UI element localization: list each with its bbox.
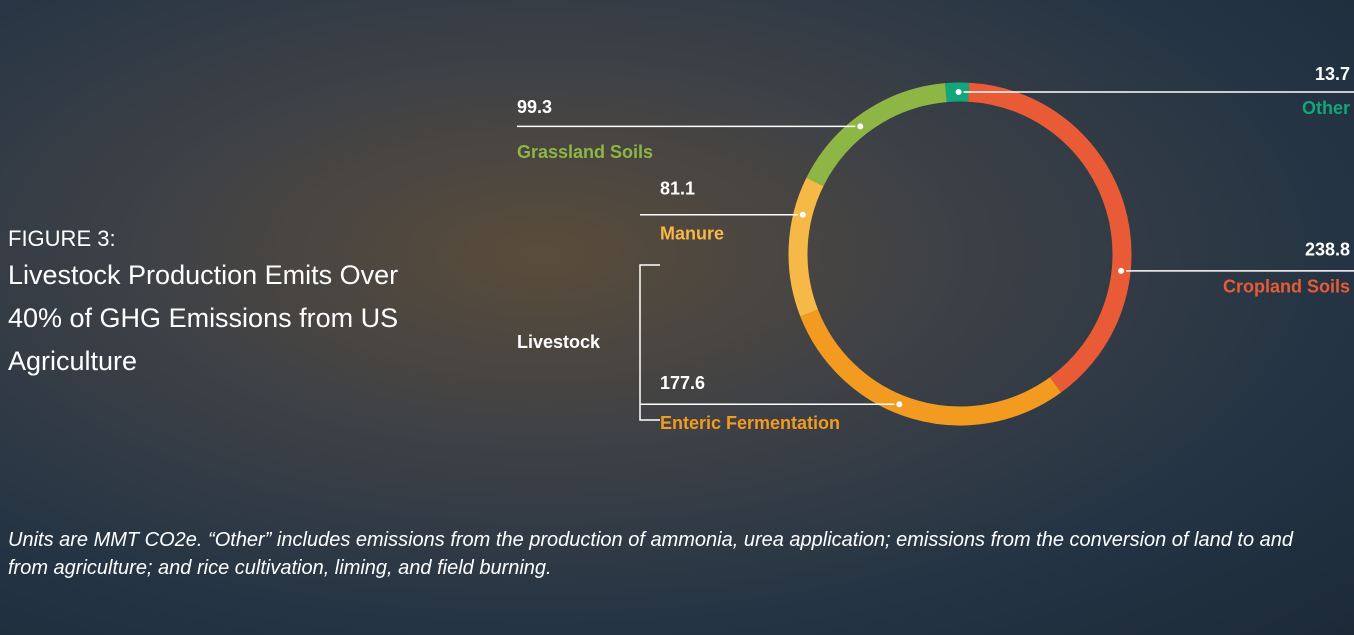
group-label: Livestock	[517, 332, 601, 352]
value-label: 177.6	[660, 373, 705, 393]
category-label: Grassland Soils	[517, 142, 653, 162]
category-label: Enteric Fermentation	[660, 413, 840, 433]
group-bracket	[639, 264, 660, 421]
donut-segment	[788, 177, 824, 317]
donut-segment	[968, 82, 1132, 393]
category-label: Cropland Soils	[1223, 277, 1350, 297]
value-label: 81.1	[660, 179, 695, 199]
leader-dot	[953, 87, 964, 98]
category-label: Other	[1302, 98, 1350, 118]
leader-dot	[894, 399, 905, 410]
value-label: 13.7	[1315, 64, 1350, 84]
footnote: Units are MMT CO2e. “Other” includes emi…	[8, 529, 1294, 579]
category-label: Manure	[660, 224, 724, 244]
value-label: 99.3	[517, 97, 552, 117]
chart-title: Livestock Production Emits Over 40% of G…	[8, 260, 399, 376]
leader-dot	[797, 209, 808, 220]
value-label: 238.8	[1305, 240, 1350, 260]
leader-dot	[1116, 265, 1127, 276]
donut-segment	[806, 83, 947, 187]
figure-label: FIGURE 3:	[8, 226, 116, 251]
donut-segment	[800, 309, 1062, 426]
leader-dot	[855, 121, 866, 132]
